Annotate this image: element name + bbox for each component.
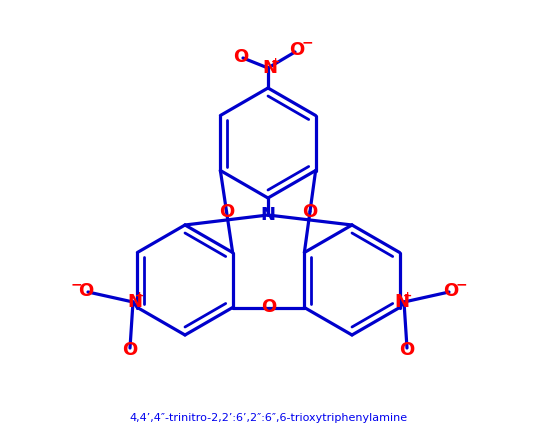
Text: O: O xyxy=(78,282,93,300)
Text: −: − xyxy=(301,35,313,49)
Text: O: O xyxy=(302,202,317,221)
Text: O: O xyxy=(261,299,276,316)
Text: N: N xyxy=(263,59,278,77)
Text: O: O xyxy=(234,48,249,66)
Text: N: N xyxy=(395,293,410,311)
Text: −: − xyxy=(455,277,467,291)
Text: −: − xyxy=(70,277,82,291)
Text: N: N xyxy=(127,293,142,311)
Text: O: O xyxy=(219,202,234,221)
Text: +: + xyxy=(135,291,144,301)
Text: O: O xyxy=(289,41,304,59)
Text: O: O xyxy=(444,282,459,300)
Text: +: + xyxy=(270,57,280,67)
Text: N: N xyxy=(260,206,275,224)
Text: O: O xyxy=(400,341,415,359)
Text: 4,4’,4″-trinitro-2,2’:6’,2″:6″,6-trioxytriphenylamine: 4,4’,4″-trinitro-2,2’:6’,2″:6″,6-trioxyt… xyxy=(129,413,407,423)
Text: +: + xyxy=(402,291,412,301)
Text: O: O xyxy=(122,341,137,359)
